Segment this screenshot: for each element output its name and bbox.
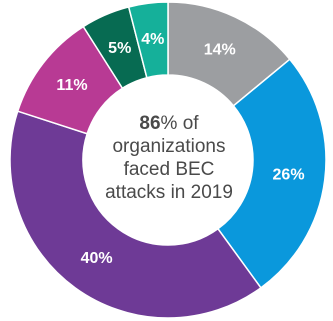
donut-slices: [9, 1, 327, 319]
center-caption: 86% of organizations faced BEC attacks i…: [86, 112, 252, 204]
slice-label-2: 26%: [273, 167, 305, 184]
donut-slice-3: [9, 110, 262, 319]
center-caption-line-4: attacks in 2019: [105, 182, 233, 203]
slice-label-1: 14%: [204, 42, 236, 59]
slice-label-6: 4%: [141, 31, 164, 48]
slice-label-5: 5%: [108, 40, 131, 57]
center-caption-line-1: 86% of: [86, 112, 252, 135]
center-caption-line-2: organizations: [112, 136, 226, 157]
donut-slice-6: [127, 1, 169, 79]
center-caption-line-1-rest: % of: [160, 113, 199, 134]
donut-labels: 14% 26% 40% 11% 5% 4%: [56, 31, 304, 267]
slice-label-3: 40%: [81, 250, 113, 267]
slice-label-4: 11%: [56, 77, 87, 94]
center-caption-line-3: faced BEC: [123, 159, 215, 180]
center-highlight-value: 86: [139, 113, 161, 134]
donut-slice-2: [216, 58, 327, 289]
